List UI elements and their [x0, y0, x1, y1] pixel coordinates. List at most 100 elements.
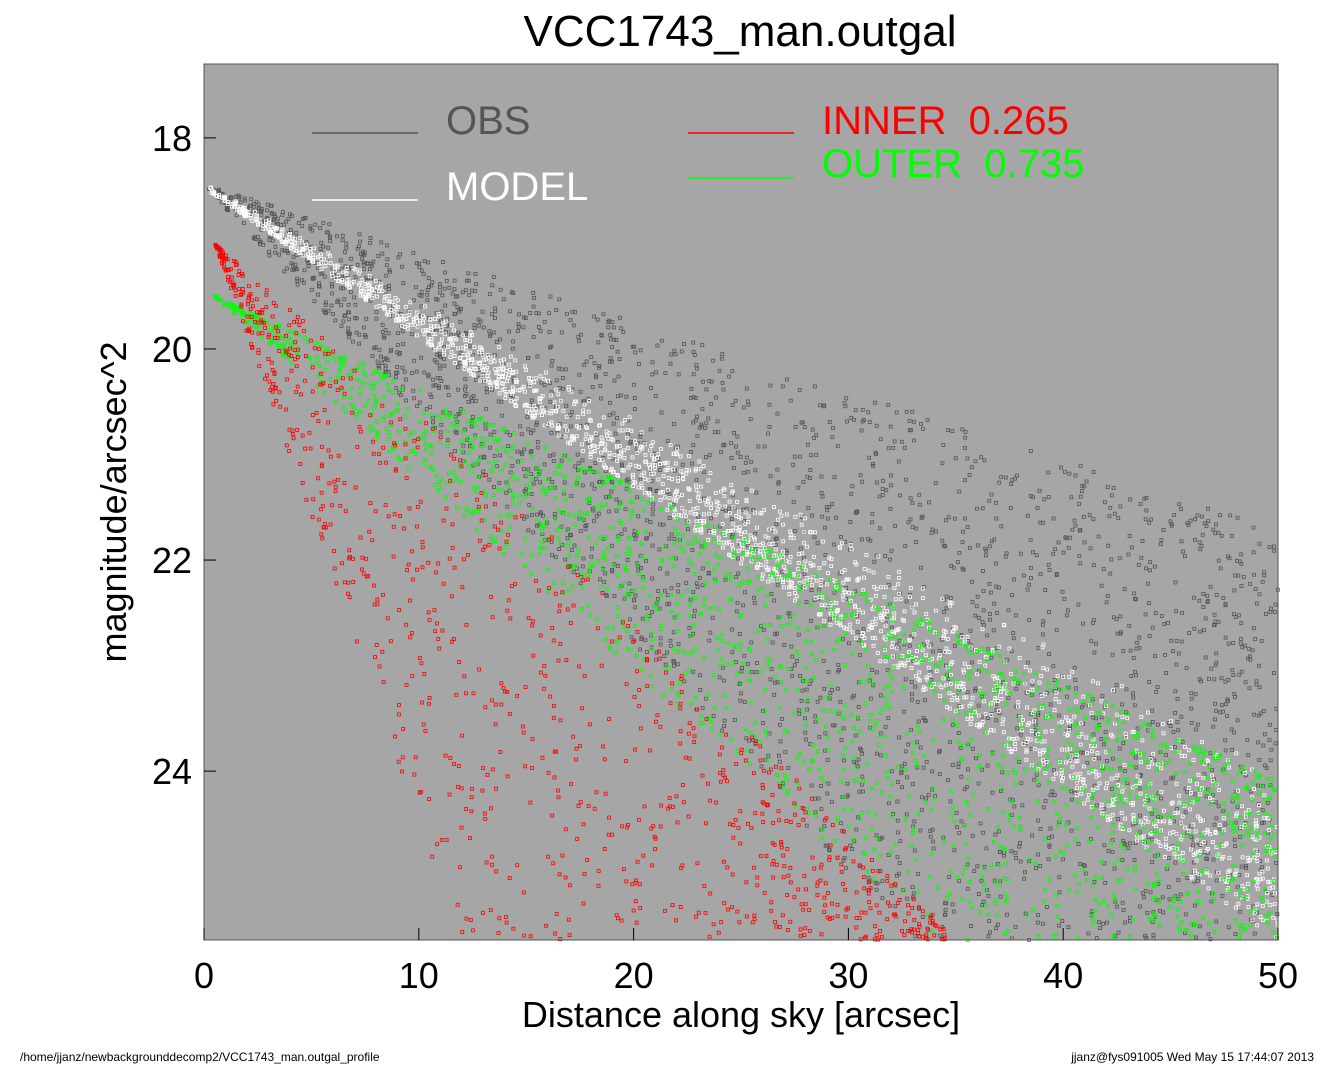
obs-point	[1034, 866, 1038, 870]
obs-point	[647, 486, 652, 491]
obs-point	[1159, 538, 1164, 542]
obs-point	[907, 643, 912, 648]
obs-point	[523, 474, 528, 479]
obs-point	[909, 680, 914, 685]
obs-point	[409, 332, 414, 337]
obs-point	[1237, 873, 1242, 877]
obs-point	[729, 517, 734, 522]
obs-point	[1263, 763, 1267, 768]
obs-point	[741, 603, 745, 608]
obs-point	[880, 896, 885, 901]
obs-point	[515, 449, 520, 454]
obs-point	[912, 848, 917, 853]
obs-point	[267, 249, 271, 254]
obs-point	[401, 281, 406, 286]
obs-point	[344, 241, 349, 246]
obs-point	[1147, 634, 1152, 638]
obs-point	[533, 477, 538, 481]
obs-point	[921, 765, 926, 770]
obs-point	[1014, 856, 1018, 860]
obs-point	[592, 361, 597, 366]
obs-point	[1112, 688, 1116, 693]
obs-point	[1260, 808, 1265, 813]
obs-point	[1208, 937, 1213, 942]
obs-point	[956, 731, 961, 735]
obs-point	[649, 386, 653, 390]
obs-point	[997, 711, 1002, 715]
obs-point	[735, 434, 740, 439]
obs-point	[621, 330, 626, 334]
obs-point	[848, 520, 853, 524]
obs-point	[886, 403, 891, 407]
obs-point	[387, 287, 391, 292]
obs-point	[1183, 554, 1187, 559]
obs-point	[1012, 577, 1016, 582]
obs-point	[355, 246, 360, 251]
obs-point	[360, 256, 364, 261]
obs-point	[1073, 756, 1078, 761]
obs-point	[739, 669, 744, 674]
obs-point	[895, 818, 900, 823]
obs-point	[1150, 837, 1155, 842]
obs-point	[850, 847, 855, 851]
obs-point	[595, 317, 600, 322]
obs-point	[632, 407, 637, 411]
obs-point	[735, 450, 740, 455]
obs-point	[691, 443, 696, 448]
obs-point	[685, 567, 690, 572]
obs-point	[1272, 671, 1276, 675]
obs-point	[667, 536, 672, 541]
obs-point	[1121, 838, 1126, 843]
obs-point	[1200, 514, 1204, 519]
obs-point	[400, 264, 404, 269]
obs-point	[789, 644, 794, 649]
obs-point	[1081, 721, 1086, 726]
obs-point	[950, 902, 955, 907]
obs-point	[917, 492, 922, 497]
obs-point	[853, 589, 858, 594]
obs-point	[772, 598, 777, 603]
obs-point	[773, 632, 778, 637]
obs-point	[559, 524, 564, 529]
obs-point	[644, 518, 649, 523]
obs-point	[994, 926, 999, 931]
obs-point	[987, 919, 992, 923]
obs-point	[1193, 692, 1198, 697]
obs-point	[825, 843, 829, 848]
obs-point	[1173, 689, 1178, 694]
obs-point	[259, 227, 264, 232]
obs-point	[854, 761, 859, 766]
obs-point	[487, 477, 492, 482]
obs-point	[1091, 517, 1096, 522]
obs-point	[294, 253, 299, 257]
obs-point	[1272, 548, 1277, 553]
obs-point	[411, 251, 416, 255]
obs-point	[975, 543, 980, 548]
obs-point	[839, 821, 843, 825]
obs-point	[547, 330, 552, 335]
obs-point	[897, 638, 902, 643]
obs-point	[897, 861, 902, 866]
obs-point	[349, 256, 354, 261]
obs-point	[1043, 588, 1048, 592]
obs-point	[282, 248, 287, 253]
obs-point	[964, 785, 969, 789]
obs-point	[965, 690, 970, 695]
obs-point	[873, 880, 878, 885]
obs-point	[582, 363, 587, 367]
obs-point	[564, 428, 569, 432]
obs-point	[338, 258, 343, 263]
obs-point	[1231, 641, 1236, 645]
obs-point	[469, 424, 474, 429]
obs-point	[300, 224, 305, 229]
obs-point	[776, 481, 781, 486]
obs-point	[1061, 550, 1066, 555]
obs-point	[364, 316, 369, 321]
obs-point	[321, 221, 326, 225]
obs-point	[632, 344, 636, 349]
obs-point	[1078, 862, 1082, 866]
obs-point	[1191, 860, 1196, 865]
obs-point	[1121, 649, 1126, 653]
obs-point	[860, 479, 864, 484]
obs-point	[578, 581, 583, 586]
